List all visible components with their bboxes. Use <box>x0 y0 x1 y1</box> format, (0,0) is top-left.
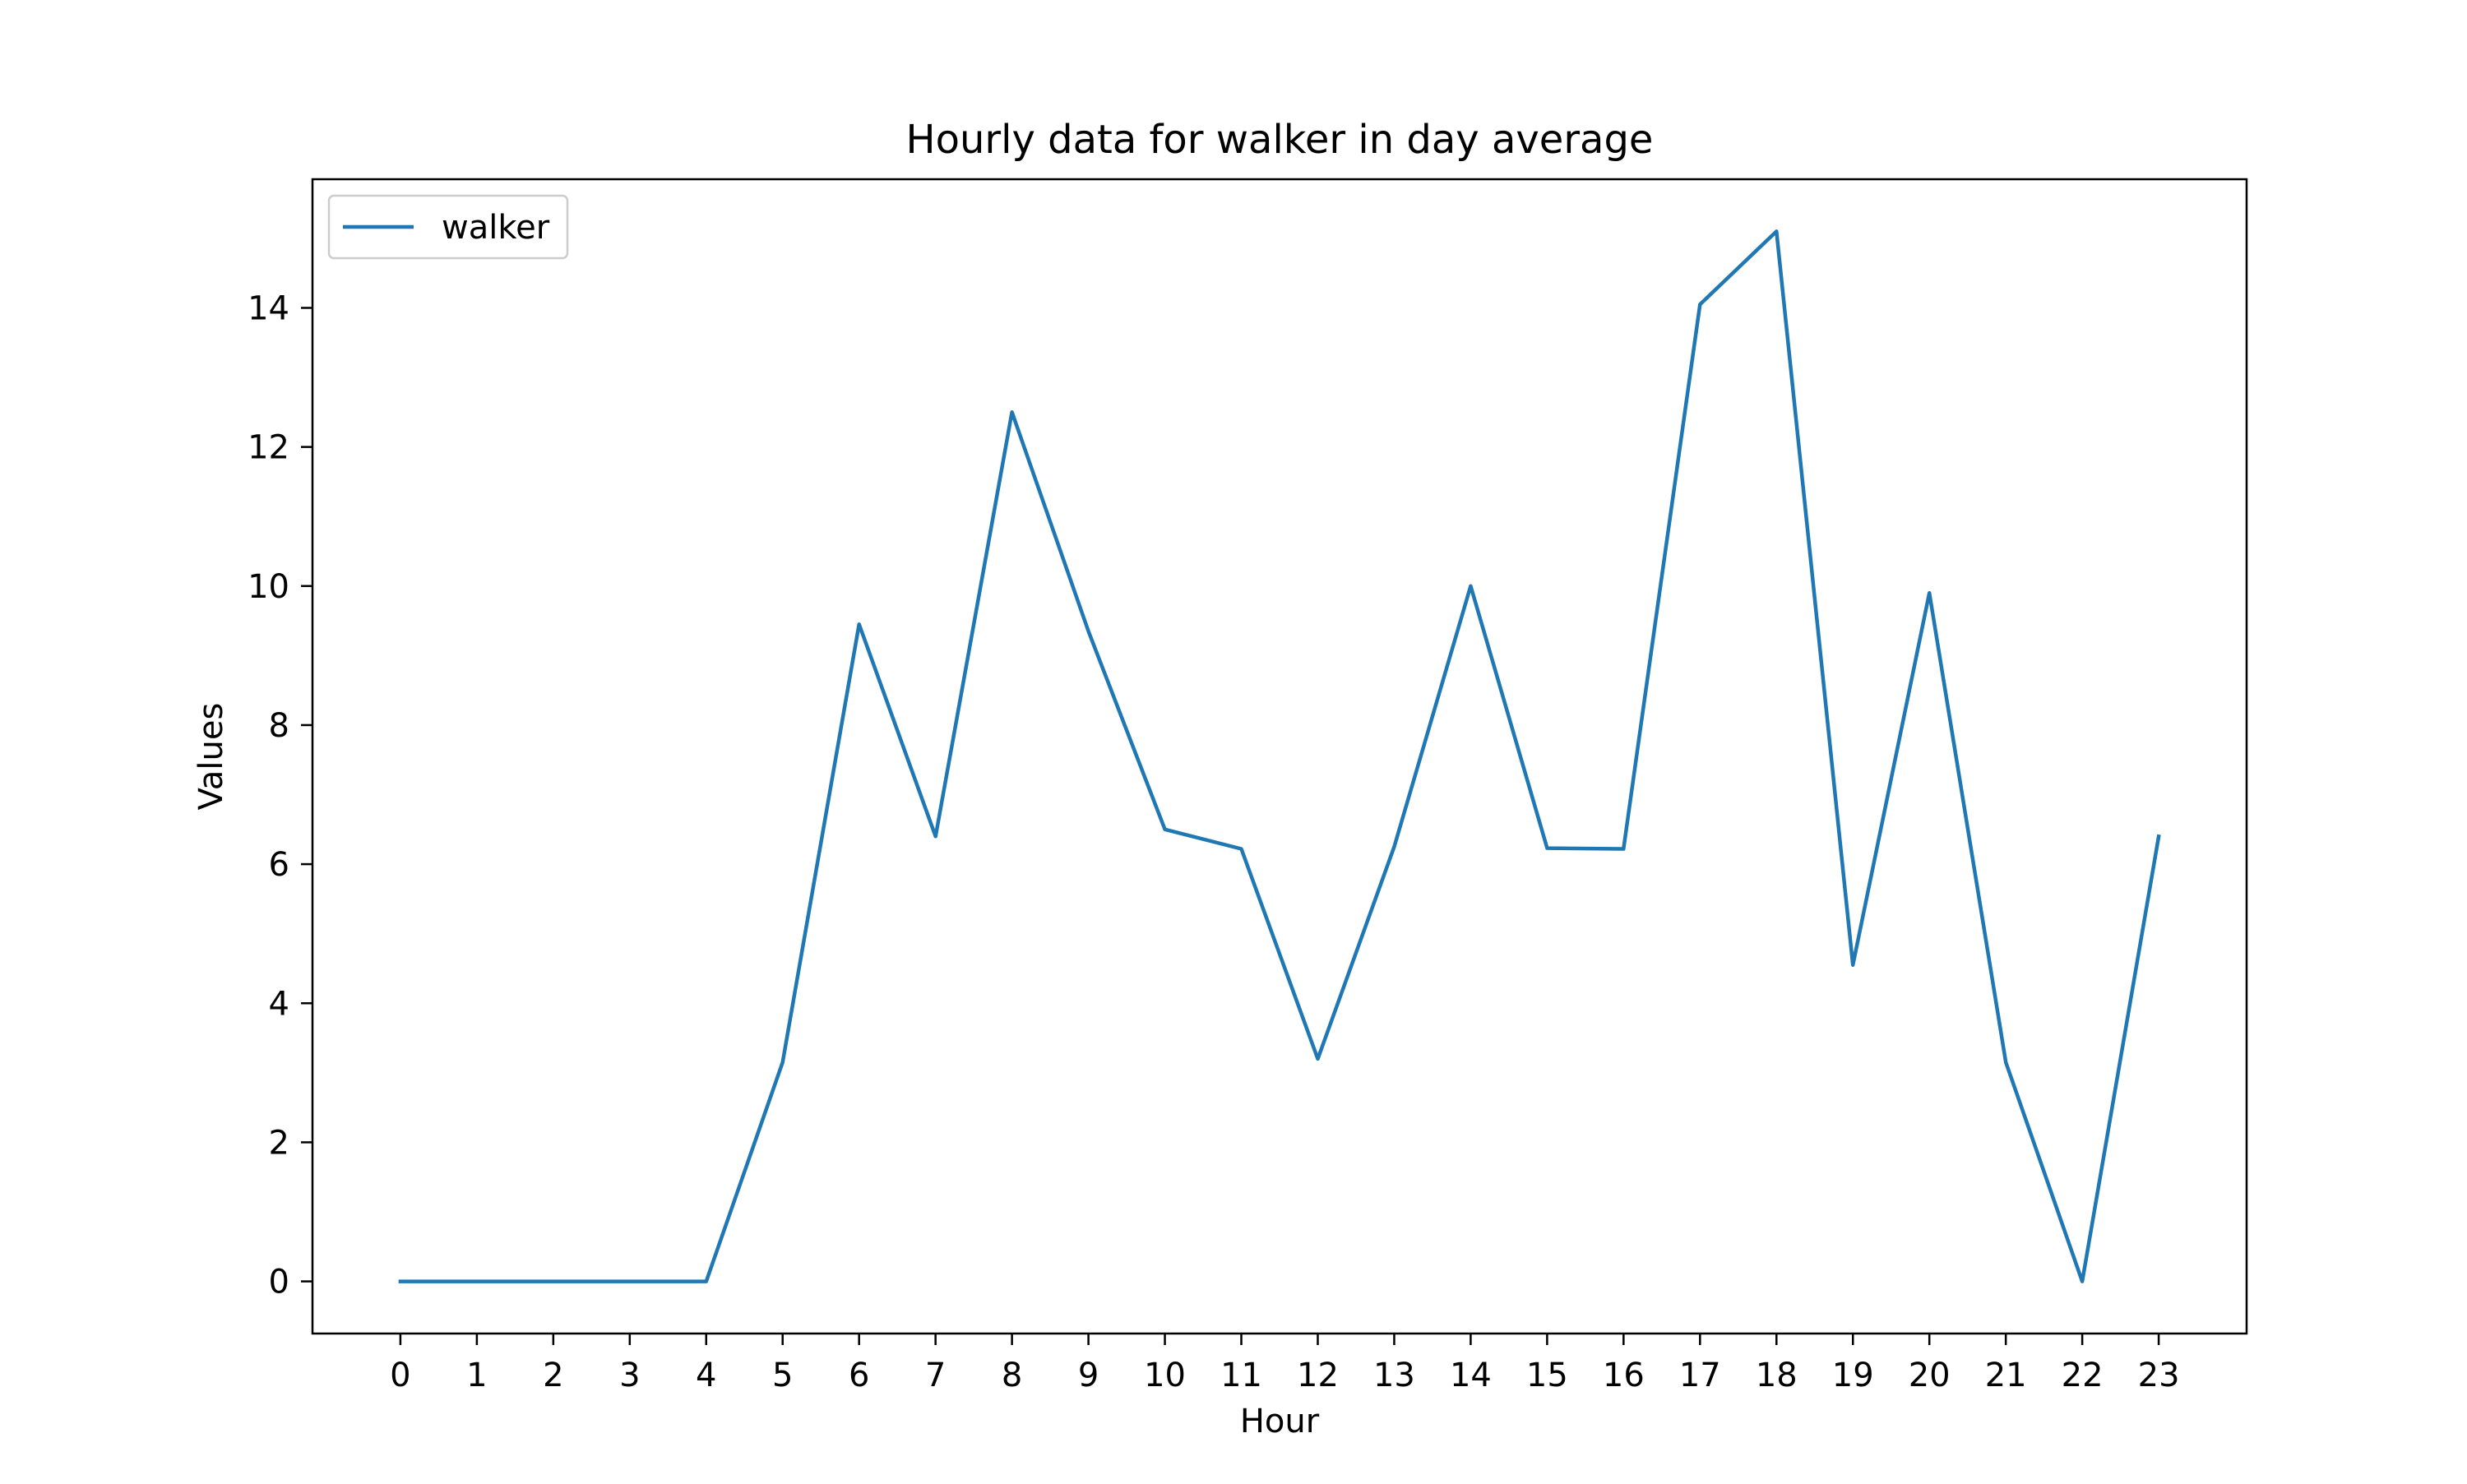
x-tick-label: 16 <box>1603 1357 1645 1394</box>
chart-title: Hourly data for walker in day average <box>906 117 1654 163</box>
x-axis-ticks: 0 1 2 3 4 5 6 7 8 9 10 11 12 13 14 15 16 17 18 19 20 21 22 23 <box>390 1334 2180 1394</box>
x-tick-label: 14 <box>1450 1357 1492 1394</box>
x-tick-label: 4 <box>696 1357 716 1394</box>
x-tick-label: 22 <box>2062 1357 2104 1394</box>
x-tick-label: 18 <box>1756 1357 1798 1394</box>
x-tick-label: 8 <box>1002 1357 1022 1394</box>
x-tick-label: 23 <box>2138 1357 2180 1394</box>
x-tick-label: 7 <box>925 1357 946 1394</box>
x-tick-label: 20 <box>1909 1357 1951 1394</box>
x-axis-label: Hour <box>1240 1403 1320 1440</box>
legend-box <box>327 194 569 260</box>
legend-label-walker: walker <box>442 209 550 247</box>
x-tick-label: 13 <box>1373 1357 1415 1394</box>
x-tick-label: 2 <box>543 1357 563 1394</box>
y-tick-label: 0 <box>269 1264 289 1301</box>
x-tick-label: 15 <box>1526 1357 1568 1394</box>
y-tick-label: 12 <box>248 429 289 467</box>
plot-area-frame <box>311 178 2248 1335</box>
y-axis-label: Values <box>192 703 230 811</box>
legend: walker <box>327 194 569 260</box>
y-axis-ticks: 0 2 4 6 8 10 12 14 <box>248 289 312 1301</box>
y-tick-label: 10 <box>248 568 289 606</box>
x-tick-label: 17 <box>1679 1357 1721 1394</box>
x-tick-label: 0 <box>390 1357 410 1394</box>
x-tick-label: 12 <box>1297 1357 1339 1394</box>
y-tick-label: 8 <box>269 707 289 745</box>
y-tick-label: 4 <box>269 985 289 1023</box>
series-line-walker <box>398 229 2161 1283</box>
y-tick-label: 6 <box>269 846 289 884</box>
y-tick-label: 2 <box>269 1124 289 1162</box>
x-tick-label: 6 <box>849 1357 869 1394</box>
x-tick-label: 9 <box>1078 1357 1099 1394</box>
x-tick-label: 19 <box>1832 1357 1874 1394</box>
y-tick-label: 14 <box>248 289 289 327</box>
x-tick-label: 21 <box>1985 1357 2027 1394</box>
x-tick-label: 5 <box>772 1357 793 1394</box>
x-tick-label: 1 <box>466 1357 487 1394</box>
x-tick-label: 11 <box>1220 1357 1262 1394</box>
x-tick-label: 3 <box>619 1357 640 1394</box>
x-tick-label: 10 <box>1144 1357 1186 1394</box>
